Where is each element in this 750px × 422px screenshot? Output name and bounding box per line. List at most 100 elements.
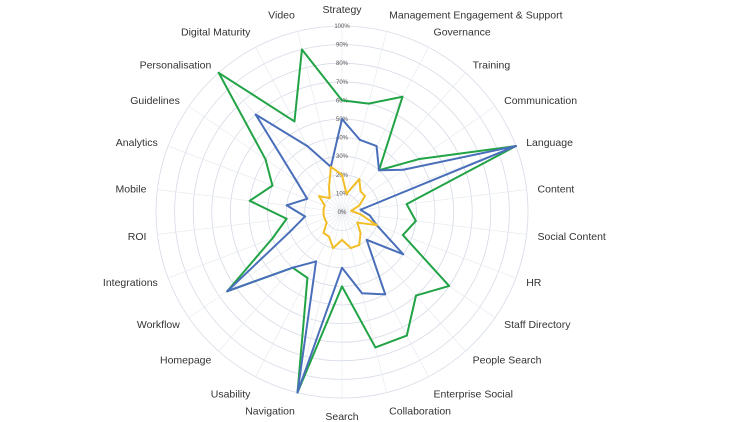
series-2-point [515, 145, 517, 147]
tick-label: 90% [336, 43, 349, 49]
series-3-point [375, 224, 378, 227]
axis-label: Video [268, 10, 295, 22]
axis-label: Strategy [322, 4, 362, 16]
spoke [297, 211, 343, 393]
axis-label: Analytics [116, 137, 158, 149]
axis-label: Integrations [103, 277, 158, 289]
axis-label: Social Content [538, 231, 606, 243]
series-2-point [358, 138, 361, 141]
series-3-point [325, 221, 328, 224]
series-1-point [415, 294, 417, 297]
series-2-point [254, 113, 257, 116]
axis-label: Homepage [160, 354, 212, 366]
tick-label: 70% [336, 80, 349, 86]
series-3-point [323, 204, 326, 207]
axis-label: Usability [211, 388, 251, 400]
series-2-point [402, 253, 405, 256]
spoke [341, 47, 429, 213]
series-2-point [296, 391, 299, 394]
spoke [341, 211, 517, 279]
series-2-point [306, 145, 309, 148]
series-3-point [341, 239, 343, 241]
axis-label: Management Engagement & Support [389, 10, 562, 22]
series-3-point [341, 173, 343, 176]
series-3-point [318, 195, 320, 198]
axis-label: Search [325, 411, 358, 422]
series-3-point [358, 178, 361, 180]
series-2-point [341, 118, 343, 120]
series-2-point [315, 260, 317, 263]
spoke [255, 211, 343, 377]
series-3-point [350, 247, 352, 250]
axis-label: People Search [473, 354, 542, 366]
series-1-point [401, 234, 404, 236]
axis-label: Digital Maturity [181, 27, 251, 39]
series-3-point [356, 221, 359, 224]
series-3-point [359, 231, 362, 234]
spoke [341, 189, 527, 213]
spoke [218, 72, 343, 213]
series-3-point [323, 217, 326, 220]
series-2-point [295, 179, 297, 182]
series-3-point [332, 247, 334, 250]
series-1-point [271, 184, 274, 187]
axis-label: Governance [434, 27, 491, 39]
spoke [255, 47, 343, 213]
series-1-point [217, 71, 220, 74]
series-3-point [328, 235, 330, 238]
spoke [297, 31, 343, 213]
spoke [341, 211, 387, 393]
series-2-point [361, 292, 363, 295]
series-1-point [374, 346, 377, 349]
spoke [341, 211, 527, 235]
series-3-point [364, 195, 366, 198]
series-1-point [401, 95, 404, 98]
tick-label: 30% [336, 154, 349, 160]
tick-label: 10% [336, 191, 349, 197]
axis-label: Personalisation [140, 60, 212, 72]
series-3-point [358, 244, 361, 246]
series-2-point [288, 230, 291, 233]
series-1-point [341, 99, 343, 102]
series-1-point [405, 203, 408, 206]
series-3-point [358, 204, 361, 207]
series-2-point [291, 266, 294, 269]
series-1-point [341, 285, 343, 288]
series-3-point [328, 186, 330, 189]
spoke [188, 211, 343, 318]
axis-label: Workflow [137, 319, 180, 331]
series-3-point [350, 209, 353, 212]
series-1-point [271, 237, 274, 240]
series-2-point [341, 266, 343, 269]
spoke [341, 72, 466, 213]
series-2-point [368, 214, 371, 217]
series-2-point [304, 215, 306, 218]
spoke [167, 211, 343, 279]
series-1-point [414, 220, 417, 222]
spoke [341, 211, 496, 318]
series-2-point [359, 208, 362, 211]
tick-label: 40% [336, 136, 349, 142]
series-2-point [402, 168, 405, 171]
axis-label: Collaboration [389, 405, 451, 417]
axis-label: Content [538, 183, 575, 195]
axis-label: Mobile [116, 183, 147, 195]
series-2-point [226, 290, 229, 293]
tick-label: 100% [334, 24, 350, 30]
series-2-point [365, 238, 368, 241]
series-3-point [359, 190, 362, 193]
spoke [167, 145, 343, 213]
series-3-point [328, 197, 331, 199]
spoke [341, 31, 387, 213]
series-3-point [345, 193, 348, 195]
spoke [218, 211, 343, 352]
series-2-point [378, 169, 380, 172]
series-1-point [448, 285, 451, 287]
tick-label: 80% [336, 61, 349, 67]
series-3-point [322, 231, 325, 234]
series-1-point [417, 158, 420, 161]
series-3-point [322, 208, 325, 211]
series-1-line [217, 48, 517, 394]
